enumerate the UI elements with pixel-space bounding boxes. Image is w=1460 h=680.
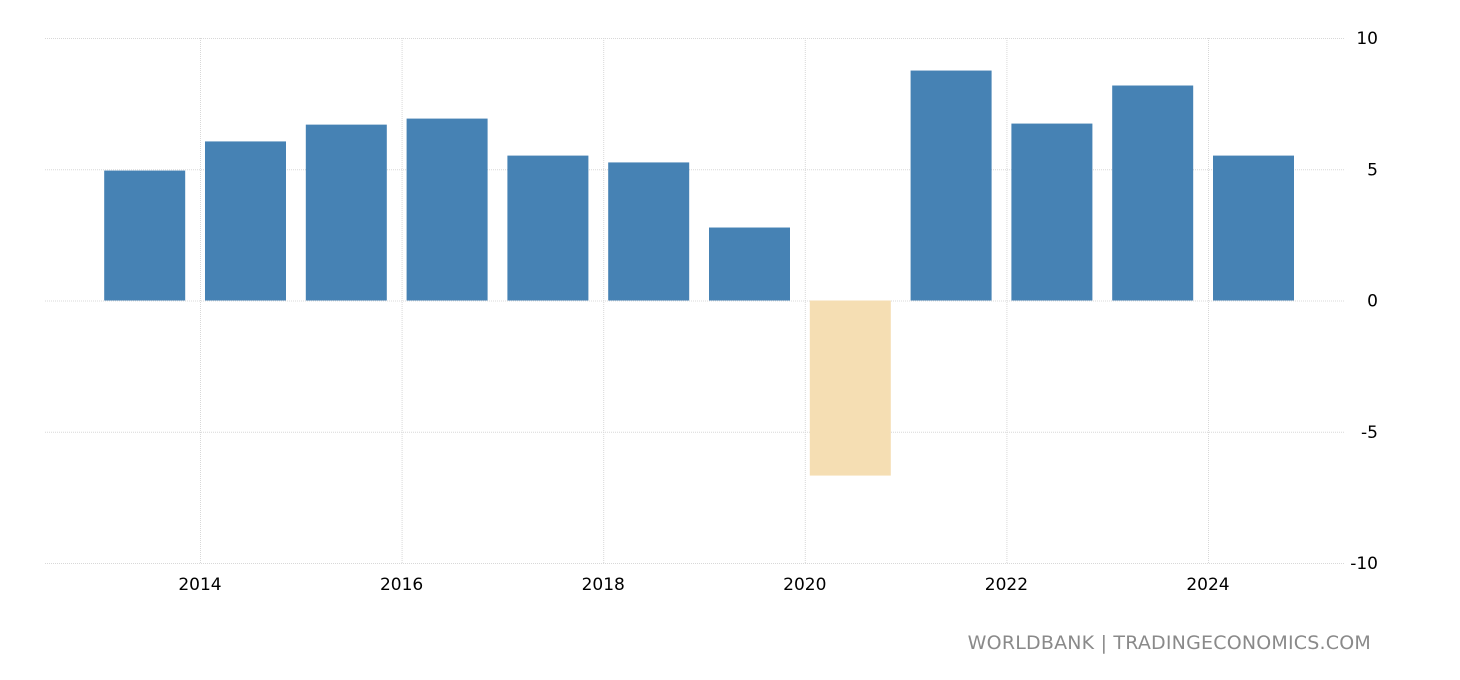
bar-2022 — [1011, 123, 1093, 301]
y-tick-label: 5 — [1367, 160, 1378, 180]
bar-2014 — [205, 141, 286, 301]
bar-2018 — [608, 162, 690, 301]
y-tick-label: 10 — [1356, 29, 1378, 49]
bar-2020 — [809, 300, 891, 476]
x-tick-label: 2020 — [783, 575, 826, 595]
y-tick-label: -5 — [1361, 423, 1378, 443]
bar-2021 — [910, 70, 992, 301]
x-tick-label: 2016 — [380, 575, 423, 595]
bar-2023 — [1112, 85, 1194, 301]
source-credit: WORLDBANK | TRADINGECONOMICS.COM — [967, 632, 1371, 654]
bar-2016 — [406, 118, 488, 301]
x-tick-label: 2014 — [178, 575, 221, 595]
bar-2015 — [305, 124, 387, 301]
bar-2019 — [709, 227, 790, 301]
y-tick-label: 0 — [1367, 292, 1378, 312]
x-tick-label: 2024 — [1186, 575, 1229, 595]
x-tick-label: 2018 — [582, 575, 625, 595]
y-tick-label: -10 — [1350, 554, 1378, 574]
x-tick-label: 2022 — [985, 575, 1028, 595]
bar-2017 — [507, 155, 589, 301]
bar-2013 — [104, 170, 186, 301]
bar-2024 — [1213, 155, 1294, 301]
